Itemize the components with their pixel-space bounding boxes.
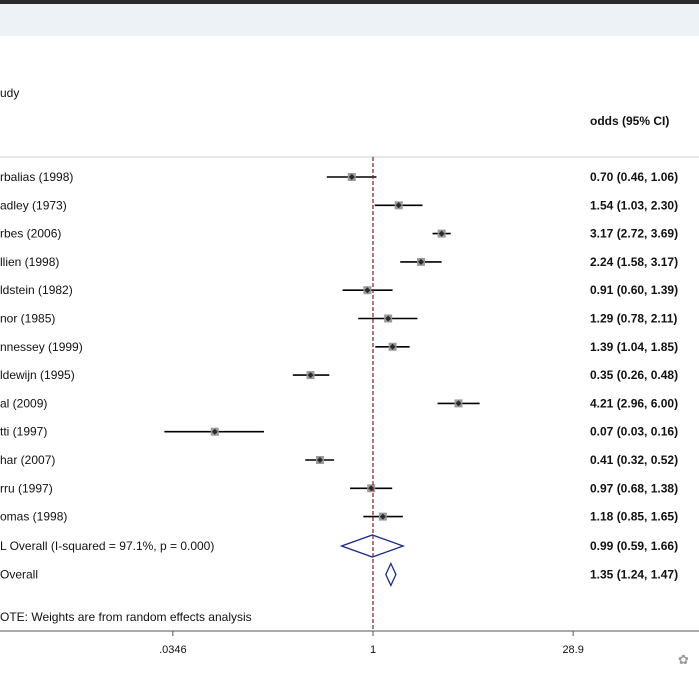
study-label: ldstein (1982) [0,283,73,297]
study-row: rru (1997) 0.97 (0.68, 1.38) [0,481,678,495]
study-label: har (2007) [0,453,55,467]
study-row: llien (1998) 2.24 (1.58, 3.17) [0,255,678,269]
ci-column-header: odds (95% CI) [590,114,669,128]
overall-estimate-text: 1.35 (1.24, 1.47) [590,568,678,582]
point-estimate [438,230,445,237]
study-estimate-text: 0.35 (0.26, 0.48) [590,368,678,382]
study-estimate-text: 0.70 (0.46, 1.06) [590,170,678,184]
x-axis-ticks: .0346 1 28.9 [159,631,584,656]
study-estimate-text: 2.24 (1.58, 3.17) [590,255,678,269]
study-label: llien (1998) [0,255,59,269]
study-row: adley (1973) 1.54 (1.03, 2.30) [0,198,678,212]
x-tick-label: 28.9 [562,644,583,656]
overall-row: Overall 1.35 (1.24, 1.47) [0,561,678,588]
study-label: nnessey (1999) [0,340,83,354]
study-row: rbalias (1998) 0.70 (0.46, 1.06) [0,170,678,184]
study-label: rbes (2006) [0,227,61,241]
x-tick-label: 1 [370,644,376,656]
study-label: al (2009) [0,396,47,410]
pooled-diamond [385,561,397,588]
overall-rows: L Overall (I-squared = 97.1%, p = 0.000)… [0,534,678,588]
overall-row: L Overall (I-squared = 97.1%, p = 0.000)… [0,534,678,558]
study-label: omas (1998) [0,510,67,524]
study-estimate-text: 1.39 (1.04, 1.85) [590,340,678,354]
study-estimate-text: 0.97 (0.68, 1.38) [590,481,678,495]
point-estimate [307,372,314,379]
point-estimate [395,202,402,209]
overall-label: L Overall (I-squared = 97.1%, p = 0.000) [0,539,214,553]
study-estimate-text: 1.54 (1.03, 2.30) [590,198,678,212]
study-row: har (2007) 0.41 (0.32, 0.52) [0,453,678,467]
study-row: omas (1998) 1.18 (0.85, 1.65) [0,510,678,524]
study-estimate-text: 0.41 (0.32, 0.52) [590,453,678,467]
study-column-header: udy [0,86,19,100]
study-row: rbes (2006) 3.17 (2.72, 3.69) [0,227,678,241]
study-row: nor (1985) 1.29 (0.78, 2.11) [0,312,677,326]
study-row: ldstein (1982) 0.91 (0.60, 1.39) [0,283,678,297]
point-estimate [211,428,218,435]
study-estimate-text: 0.91 (0.60, 1.39) [590,283,678,297]
study-estimate-text: 0.07 (0.03, 0.16) [590,425,678,439]
point-estimate [379,513,386,520]
study-label: nor (1985) [0,312,55,326]
pooled-diamond [339,534,406,558]
study-label: tti (1997) [0,425,47,439]
overall-estimate-text: 0.99 (0.59, 1.66) [590,539,678,553]
point-estimate [455,400,462,407]
top-border [0,0,699,4]
point-estimate [364,287,371,294]
study-estimate-text: 1.29 (0.78, 2.11) [590,312,677,326]
study-label: rbalias (1998) [0,170,73,184]
x-tick-label: .0346 [159,644,187,656]
study-row: ldewijn (1995) 0.35 (0.26, 0.48) [0,368,678,382]
point-estimate [389,343,396,350]
study-rows: rbalias (1998) 0.70 (0.46, 1.06) adley (19… [0,170,678,524]
point-estimate [385,315,392,322]
study-label: adley (1973) [0,198,67,212]
point-estimate [348,174,355,180]
study-label: rru (1997) [0,481,53,495]
overall-label: Overall [0,568,38,582]
study-estimate-text: 1.18 (0.85, 1.65) [590,510,678,524]
header-band [0,4,699,36]
study-estimate-text: 4.21 (2.96, 6.00) [590,396,678,410]
point-estimate [417,258,424,265]
study-label: ldewijn (1995) [0,368,75,382]
point-estimate [316,457,323,463]
study-row: al (2009) 4.21 (2.96, 6.00) [0,396,678,410]
study-estimate-text: 3.17 (2.72, 3.69) [590,227,678,241]
watermark-icon: ✿ [678,652,689,667]
weights-note: OTE: Weights are from random effects ana… [0,610,252,624]
study-row: tti (1997) 0.07 (0.03, 0.16) [0,425,678,439]
study-row: nnessey (1999) 1.39 (1.04, 1.85) [0,340,678,354]
